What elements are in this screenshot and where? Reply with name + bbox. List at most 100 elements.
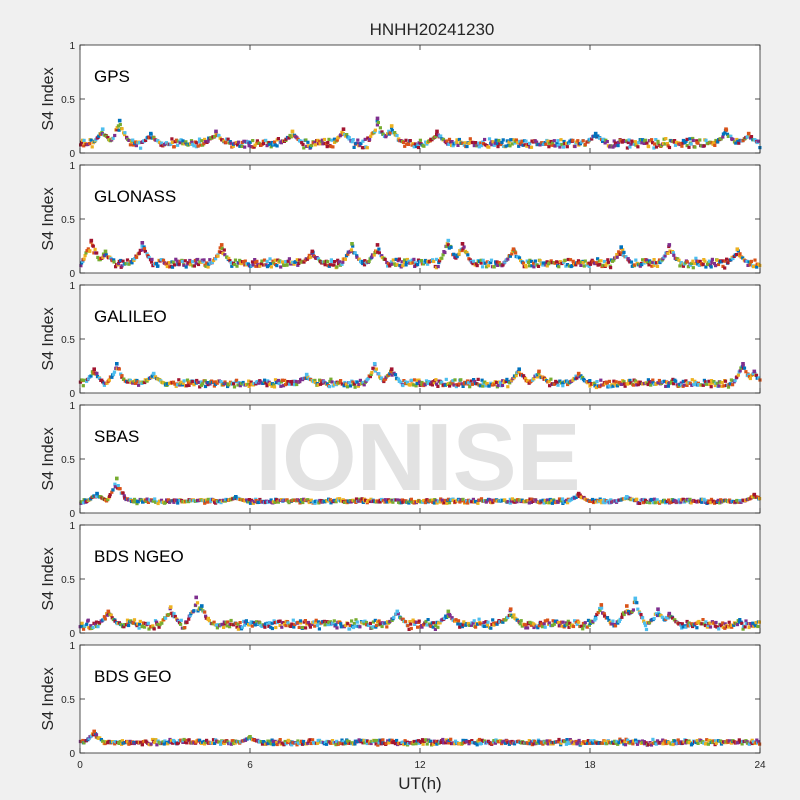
data-point (680, 622, 684, 626)
data-point (556, 500, 560, 504)
data-point (335, 265, 339, 269)
data-point (546, 139, 550, 143)
data-point (384, 741, 388, 746)
data-point (103, 741, 107, 746)
data-point (495, 380, 499, 384)
data-point (651, 501, 656, 505)
data-point (113, 133, 117, 138)
data-point (119, 258, 123, 263)
data-point (583, 621, 587, 625)
data-point (92, 367, 96, 371)
data-point (631, 383, 635, 387)
data-point (341, 260, 345, 264)
data-point (313, 501, 317, 505)
data-point (353, 382, 357, 386)
data-point (320, 138, 324, 142)
data-point (219, 243, 224, 247)
data-point (477, 617, 481, 621)
data-point (251, 263, 255, 267)
data-point (266, 622, 270, 626)
data-point (595, 261, 599, 265)
data-point (436, 739, 440, 743)
data-point (711, 142, 715, 146)
data-point (231, 739, 235, 743)
data-point (386, 262, 390, 266)
data-point (413, 378, 417, 382)
data-point (143, 249, 147, 254)
y-tick-label: 1 (69, 161, 75, 172)
data-point (495, 142, 499, 146)
data-point (704, 499, 708, 503)
data-point (253, 621, 257, 625)
data-point (758, 742, 762, 746)
data-point (117, 118, 122, 123)
data-point (289, 380, 293, 384)
data-point (344, 741, 348, 745)
data-point (749, 622, 753, 626)
data-point (171, 260, 175, 264)
data-point (197, 137, 202, 141)
data-point (355, 380, 359, 384)
data-point (605, 616, 610, 620)
plot-area (80, 525, 760, 633)
data-point (529, 623, 533, 627)
data-point (174, 138, 178, 142)
data-point (112, 370, 117, 374)
data-point (284, 137, 288, 141)
data-point (494, 138, 498, 142)
data-point (331, 145, 335, 149)
data-point (150, 737, 155, 742)
data-point (200, 139, 204, 143)
data-point (671, 377, 675, 381)
data-point (403, 739, 407, 743)
data-point (366, 498, 371, 503)
data-point (371, 620, 375, 624)
data-point (387, 129, 391, 133)
data-point (216, 254, 220, 258)
data-point (81, 384, 85, 388)
data-point (412, 739, 416, 744)
data-point (489, 261, 493, 265)
data-point (356, 384, 360, 388)
data-point (417, 619, 421, 623)
data-point (712, 380, 716, 384)
data-point (629, 142, 633, 146)
data-point (409, 622, 413, 626)
data-point (477, 498, 481, 502)
data-point (663, 254, 667, 258)
data-point (684, 741, 688, 745)
data-point (617, 741, 621, 745)
data-point (579, 624, 583, 628)
data-point (318, 378, 322, 382)
data-point (672, 382, 676, 386)
data-point (517, 256, 522, 260)
data-point (83, 624, 87, 628)
data-point (180, 259, 184, 264)
data-point (354, 618, 358, 622)
y-tick-label: 1 (69, 41, 75, 52)
data-point (738, 369, 742, 373)
plot-area (80, 45, 760, 153)
data-point (397, 498, 401, 502)
data-point (634, 258, 638, 262)
data-point (318, 142, 322, 146)
data-point (557, 740, 561, 744)
data-point (81, 259, 85, 263)
data-point (562, 145, 566, 149)
data-point (731, 383, 735, 387)
data-point (594, 498, 598, 502)
data-point (606, 258, 610, 262)
data-point (420, 625, 424, 629)
data-point (680, 144, 684, 148)
data-point (723, 266, 727, 270)
data-point (123, 133, 127, 137)
data-point (372, 253, 376, 257)
data-point (402, 742, 406, 747)
data-point (639, 381, 643, 386)
data-point (286, 740, 290, 745)
data-point (618, 252, 622, 256)
data-point (258, 497, 262, 502)
data-point (378, 130, 382, 134)
data-point (95, 375, 100, 379)
data-point (395, 609, 400, 614)
